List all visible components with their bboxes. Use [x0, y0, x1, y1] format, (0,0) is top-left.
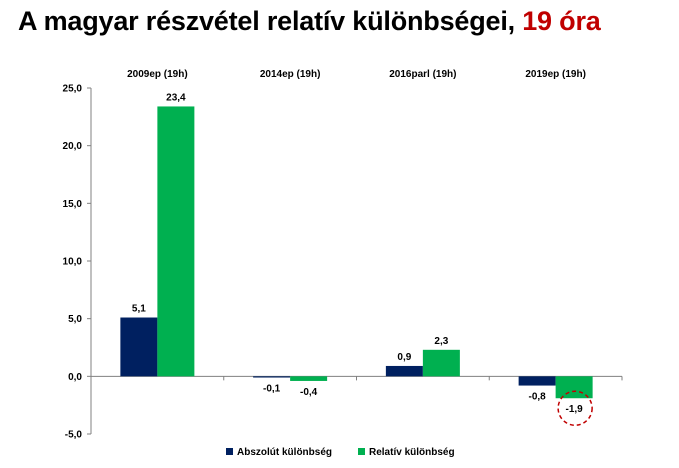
legend-swatch: [358, 448, 365, 455]
y-tick-label: 15,0: [63, 199, 83, 210]
y-tick-label: 0,0: [68, 372, 82, 383]
data-label: -1,9: [566, 404, 584, 415]
data-label: -0,4: [300, 387, 318, 398]
data-label: 2,3: [434, 336, 448, 347]
category-label: 2016parl (19h): [389, 69, 456, 80]
bar: [120, 317, 158, 377]
y-tick-label: 10,0: [63, 257, 83, 268]
bar: [518, 376, 556, 386]
legend-swatch: [226, 448, 233, 455]
y-tick-label: 20,0: [63, 141, 83, 152]
data-label: 5,1: [132, 304, 146, 315]
y-tick-label: 5,0: [68, 314, 82, 325]
bar: [290, 376, 328, 381]
y-tick-label: 25,0: [63, 84, 83, 95]
category-label: 2019ep (19h): [525, 69, 586, 80]
chart-title-main: A magyar részvétel relatív különbségei,: [18, 6, 523, 36]
data-label: -0,1: [263, 384, 281, 395]
data-label: -0,8: [529, 392, 547, 403]
bar: [555, 376, 593, 399]
bar: [385, 365, 423, 377]
data-label: 23,4: [166, 92, 186, 103]
chart-title: A magyar részvétel relatív különbségei, …: [18, 6, 601, 37]
bar: [157, 106, 195, 377]
y-tick-label: -5,0: [65, 430, 83, 441]
legend-label: Relatív különbség: [369, 447, 455, 458]
data-label: 0,9: [397, 352, 411, 363]
category-label: 2009ep (19h): [127, 69, 188, 80]
bar: [422, 349, 460, 377]
bar: [253, 376, 291, 378]
highlight-circle: [557, 390, 593, 426]
chart-title-accent: 19 óra: [522, 6, 601, 36]
legend-label: Abszolút különbség: [237, 447, 332, 458]
category-label: 2014ep (19h): [260, 69, 321, 80]
